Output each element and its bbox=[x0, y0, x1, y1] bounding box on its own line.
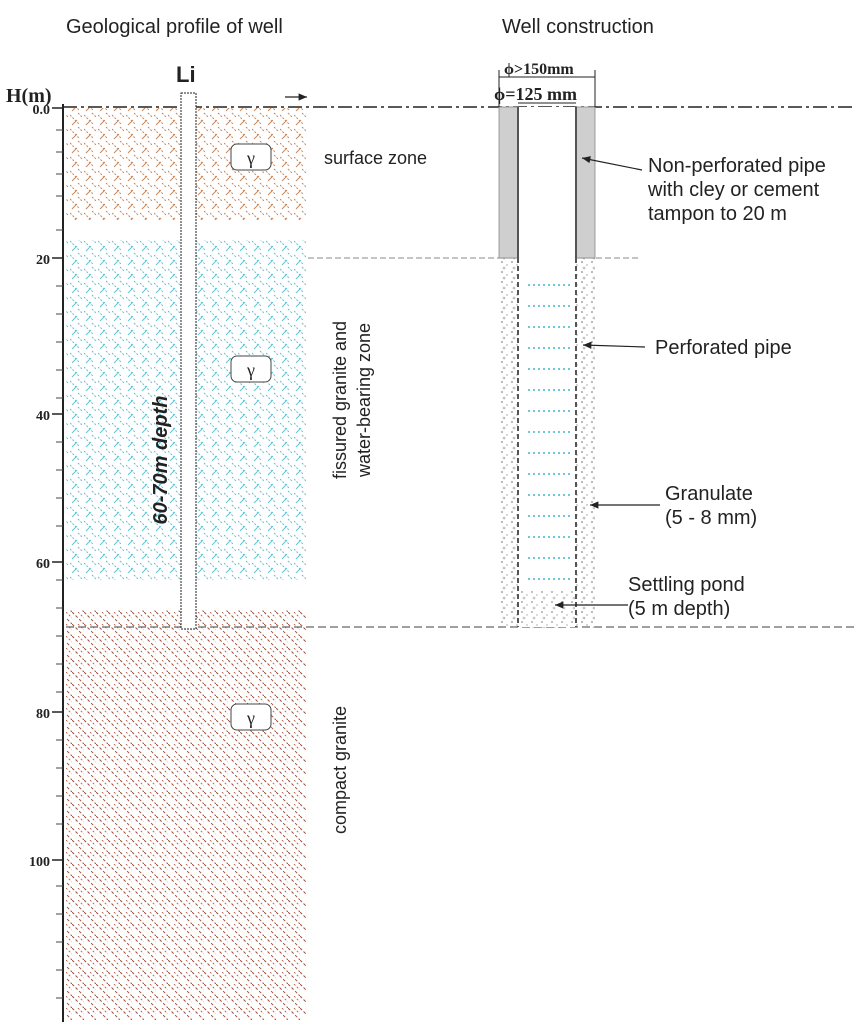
arrow-perforated bbox=[582, 341, 646, 349]
annotation-granulate-2: (5 - 8 mm) bbox=[665, 507, 757, 529]
borehole-li bbox=[180, 92, 197, 630]
zone-label-fissured-1: fissured granite and bbox=[330, 321, 350, 479]
depth-label: 60-70m depth bbox=[150, 396, 172, 525]
svg-text:γ: γ bbox=[246, 148, 255, 168]
annotation-perforated: Perforated pipe bbox=[655, 337, 792, 359]
dim-label-outer: ϕ>150mm bbox=[504, 61, 574, 78]
svg-text:γ: γ bbox=[246, 360, 255, 380]
dim-label-inner: ϕ=125 mm bbox=[494, 84, 577, 104]
zone-label-surface: surface zone bbox=[324, 148, 427, 168]
pipe-interior bbox=[518, 107, 576, 627]
compact-granite-layer bbox=[66, 610, 306, 1020]
major-ticks bbox=[52, 107, 63, 861]
tick-label-80: 80 bbox=[36, 707, 50, 722]
minor-ticks bbox=[56, 129, 63, 999]
annotation-settling-2: (5 m depth) bbox=[628, 598, 730, 620]
casing-wall-right bbox=[575, 106, 596, 259]
annotation-granulate-1: Granulate bbox=[665, 483, 753, 505]
rock-symbol-box-compact: γ bbox=[230, 703, 272, 731]
well-label: Li bbox=[176, 62, 196, 87]
settling-pond bbox=[519, 590, 575, 626]
tick-label-0: 0.0 bbox=[33, 103, 51, 118]
rock-symbol-box-water: γ bbox=[230, 355, 272, 383]
zone-label-fissured-2: water-bearing zone bbox=[354, 323, 374, 478]
well-construction bbox=[498, 106, 596, 628]
annotation-nonperf-1: Non-perforated pipe bbox=[648, 155, 826, 177]
construction-title: Well construction bbox=[502, 16, 654, 38]
annotation-nonperf-2: with cley or cement bbox=[647, 179, 820, 201]
annotation-nonperf-3: tampon to 20 m bbox=[648, 203, 787, 225]
casing-wall-left bbox=[498, 106, 519, 259]
annotation-settling-1: Settling pond bbox=[628, 574, 745, 596]
arrow-nonperf bbox=[581, 156, 643, 171]
zone-label-compact: compact granite bbox=[330, 706, 350, 834]
perforation-slots bbox=[528, 284, 570, 580]
svg-text:γ: γ bbox=[246, 708, 255, 728]
profile-title: Geological profile of well bbox=[66, 16, 283, 38]
tick-label-40: 40 bbox=[36, 409, 50, 424]
rock-symbol-box-surface: γ bbox=[230, 143, 272, 171]
axis-label: H(m) bbox=[6, 85, 52, 107]
tick-label-20: 20 bbox=[36, 253, 50, 268]
tick-label-60: 60 bbox=[36, 557, 50, 572]
tick-label-100: 100 bbox=[29, 855, 50, 870]
